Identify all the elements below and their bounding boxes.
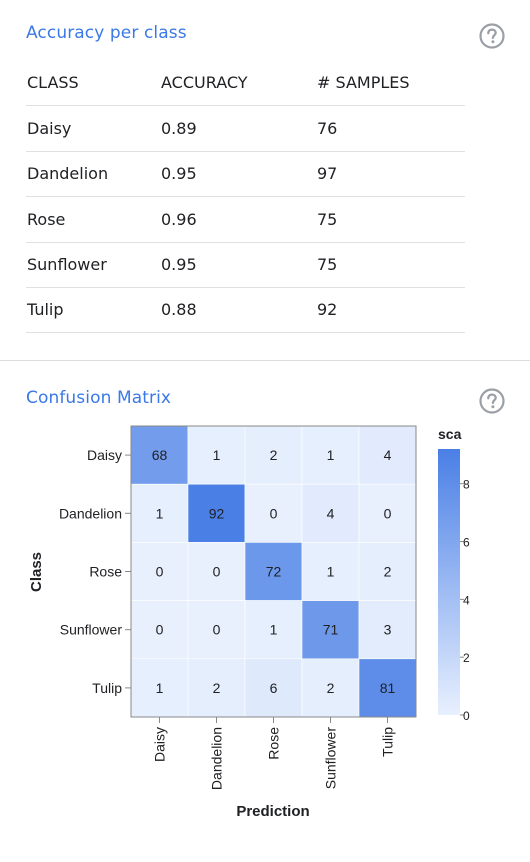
class-name: Tulip	[27, 300, 64, 319]
column-header-accuracy: ACCURACY	[161, 73, 248, 92]
legend-tick-label: 0	[463, 709, 470, 723]
color-legend-bar	[438, 449, 460, 715]
table-row: Daisy 0.89 76	[26, 106, 465, 152]
heatmap-cell	[301, 600, 360, 660]
accuracy-table-header: CLASS ACCURACY # SAMPLES	[26, 60, 465, 106]
heatmap-cell	[244, 542, 303, 601]
heatmap-cell	[187, 483, 246, 543]
cell-value-label: 0	[270, 505, 278, 521]
y-axis-title: Class	[28, 552, 45, 592]
cell-value-label: 2	[384, 564, 392, 580]
accuracy-value: 0.89	[161, 119, 197, 138]
class-name: Rose	[27, 210, 66, 229]
heatmap-cell	[244, 483, 303, 543]
cell-value-label: 2	[270, 447, 278, 463]
section-divider	[0, 360, 530, 361]
heatmap-cell	[244, 600, 303, 660]
help-circle-icon[interactable]	[478, 22, 506, 50]
y-tick-label: Daisy	[87, 447, 122, 463]
heatmap-cell	[301, 542, 360, 601]
cell-value-label: 1	[270, 622, 278, 638]
table-row: Dandelion 0.95 97	[26, 151, 465, 197]
heatmap-cell	[358, 425, 417, 485]
color-legend-ticks: 8 6 4 2 0	[460, 478, 470, 723]
samples-value: 76	[317, 119, 338, 138]
confusion-section-title: Confusion Matrix	[26, 388, 172, 408]
accuracy-value: 0.95	[161, 164, 197, 183]
cell-value-label: 1	[156, 505, 164, 521]
table-row: Tulip 0.88 92	[26, 287, 465, 333]
cell-value-label: 4	[384, 447, 392, 463]
cell-value-label: 1	[327, 564, 335, 580]
cell-value-label: 2	[213, 680, 221, 696]
cell-value-label: 0	[384, 505, 392, 521]
samples-value: 92	[317, 300, 338, 319]
y-tick-label: Tulip	[92, 680, 122, 696]
accuracy-value: 0.95	[161, 255, 197, 274]
table-row: Rose 0.96 75	[26, 197, 465, 243]
heatmap-cell	[358, 600, 417, 660]
accuracy-value: 0.96	[161, 210, 197, 229]
legend-tick-label: 4	[463, 593, 470, 607]
heatmap-cell	[358, 658, 417, 718]
x-axis-title: Prediction	[236, 803, 309, 820]
column-header-samples: # SAMPLES	[317, 73, 410, 92]
samples-value: 97	[317, 164, 338, 183]
samples-value: 75	[317, 210, 338, 229]
accuracy-section-title: Accuracy per class	[26, 23, 187, 43]
column-header-class: CLASS	[27, 73, 79, 92]
y-tick-label: Rose	[89, 564, 122, 580]
heatmap-cells	[130, 425, 417, 718]
cell-value-label: 0	[213, 564, 221, 580]
cell-value-label: 81	[380, 680, 396, 696]
x-tick-label: Dandelion	[209, 727, 225, 790]
cell-value-label: 3	[384, 622, 392, 638]
cell-value-label: 0	[156, 622, 164, 638]
heatmap-cell	[301, 658, 360, 718]
heatmap-cell	[187, 658, 246, 718]
heatmap-cell	[187, 600, 246, 660]
cell-value-label: 4	[327, 505, 335, 521]
cell-value-label: 1	[327, 447, 335, 463]
x-tick-label: Sunflower	[323, 727, 339, 790]
x-tick-label: Tulip	[380, 727, 396, 757]
help-circle-icon[interactable]	[478, 387, 506, 415]
heatmap-cell	[244, 658, 303, 718]
cell-value-label: 1	[213, 447, 221, 463]
cell-value-label: 0	[156, 564, 164, 580]
legend-tick-label: 6	[463, 536, 470, 550]
cell-value-label: 0	[213, 622, 221, 638]
cell-value-label: 1	[156, 680, 164, 696]
accuracy-value: 0.88	[161, 300, 197, 319]
cell-value-label: 72	[266, 564, 282, 580]
heatmap-cell	[358, 483, 417, 543]
class-name: Daisy	[27, 119, 72, 138]
table-row: Sunflower 0.95 75	[26, 242, 465, 288]
legend-title: sca	[438, 426, 462, 442]
cell-value-label: 71	[323, 622, 339, 638]
heatmap-cell	[187, 425, 246, 485]
x-tick-label: Daisy	[152, 727, 168, 762]
cell-value-label: 68	[152, 447, 168, 463]
cell-value-label: 92	[209, 505, 225, 521]
legend-tick-label: 2	[463, 651, 470, 665]
heatmap-cell	[130, 483, 189, 543]
y-tick-label: Dandelion	[59, 505, 122, 521]
x-tick-label: Rose	[266, 727, 282, 760]
cell-value-label: 6	[270, 680, 278, 696]
heatmap-cell	[301, 483, 360, 543]
cell-value-label: 2	[327, 680, 335, 696]
class-name: Sunflower	[27, 255, 107, 274]
y-tick-label: Sunflower	[60, 622, 123, 638]
heatmap-axes: Daisy Dandelion Rose Sunflower Tulip Daisy Dan…	[59, 447, 396, 790]
heatmap-cell	[130, 542, 189, 601]
samples-value: 75	[317, 255, 338, 274]
class-name: Dandelion	[27, 164, 109, 183]
legend-tick-label: 8	[463, 478, 470, 492]
heatmap-labels: 68 1 2 1 4 1 92 0 4 0 0 0 72 1 2 0 0 1 71 3 1 2 6 2 81	[152, 447, 396, 696]
heatmap-cell	[358, 542, 417, 601]
